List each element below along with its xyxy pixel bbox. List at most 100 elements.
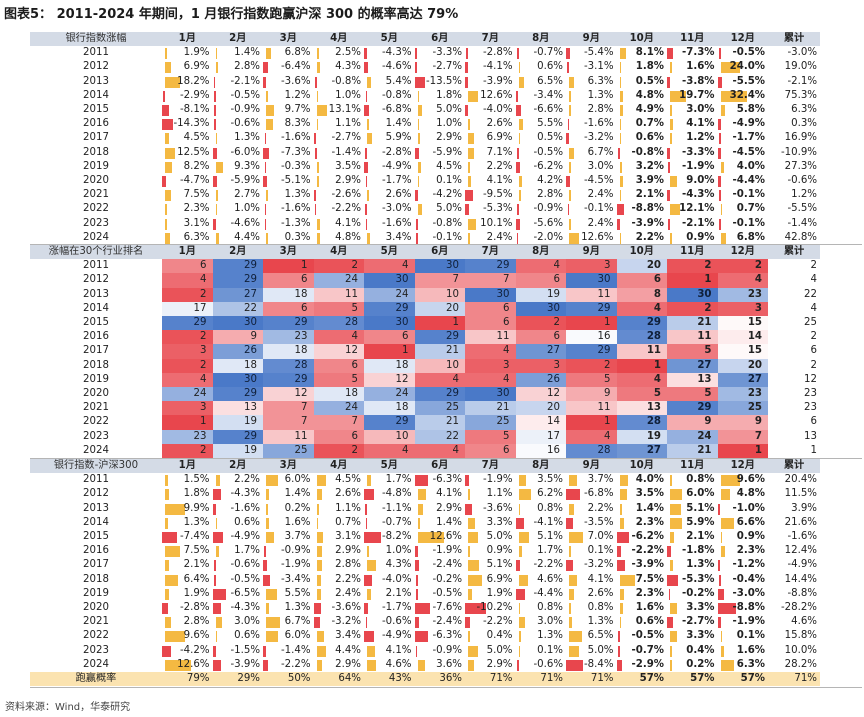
value-cell: 3.3% [667,601,718,615]
value-bar [263,574,271,586]
value-bar [670,560,673,572]
value-text: -2.8% [179,602,210,613]
cumulative-header: 累计 [768,459,820,474]
value-bar [569,546,571,558]
value-text: -2.7% [331,132,361,144]
value-cell: 0.9% [465,544,516,558]
value-bar [569,190,571,202]
value-cell: 2.9% [314,658,365,672]
value-text: 4.0% [635,474,664,486]
value-cell: 0.9% [718,530,769,544]
value-text: -5.4% [583,47,614,59]
value-cell: -13.5% [414,75,466,89]
value-bar [367,645,376,657]
value-text: 0.6% [537,61,563,73]
value-text: -7.3% [280,146,311,158]
value-cell: -10.2% [465,601,516,615]
value-bar [518,645,520,657]
value-bar [414,48,418,60]
value-cell: 0.8% [516,601,567,615]
value-bar [619,176,623,187]
value-text: -1.6% [280,203,311,215]
value-bar [720,546,726,558]
value-bar [264,218,266,230]
month-header: 11月 [667,245,718,260]
value-text: 2.3% [736,545,765,557]
value-cell: -0.6% [213,117,264,131]
value-cell: 5.5% [516,117,567,131]
value-bar [417,489,426,501]
value-bar [468,574,483,586]
value-cell: 12.1% [667,202,718,216]
year-label: 2016 [83,545,109,557]
value-text: 2.5% [335,47,361,59]
value-text: 3.5% [335,160,361,172]
value-text: -4.6% [230,217,260,229]
value-cell: -2.8% [162,601,213,615]
value-text: -3.1% [583,61,614,73]
rank-cell: 27 [212,287,263,302]
value-text: 6.3% [587,75,614,87]
value-cell: 2.4% [465,231,516,245]
value-cell: 2.8% [162,615,213,629]
value-bar [468,489,471,501]
value-text: -4.0% [482,104,513,115]
value-text: -5.5% [732,75,765,87]
value-cell: 2.2% [314,573,365,587]
value-text: -5.3% [682,573,715,585]
value-cell: 0.7% [617,117,668,131]
rank-cell: 5 [667,387,718,402]
value-bar [720,517,735,529]
value-text: -8.1% [179,104,210,115]
value-cell: -1.7% [718,131,769,145]
value-bar [215,133,217,145]
value-cell: -0.4% [718,573,769,587]
cumulative-value: 21.6% [784,516,817,528]
value-cell: 12.5% [162,146,213,160]
rank-cell: 29 [212,387,263,402]
value-cell: 6.5% [516,75,567,89]
value-text: -3.3% [682,146,715,158]
value-text: -4.6% [381,61,412,73]
value-cell: -1.5% [212,644,264,658]
value-cell: 1.9% [162,46,213,60]
value-bar [468,232,470,244]
value-text: 3.1% [183,217,210,229]
value-bar [569,532,584,543]
value-text: 1.4% [284,488,311,500]
value-cell: -2.8% [465,46,516,60]
value-text: 0.7% [335,516,361,528]
figure-title: 图表5： 2011-2024 年期间，1 月银行指数跑赢沪深 300 的概率高达… [4,7,459,22]
value-text: -1.4% [331,146,361,158]
value-text: 2.6% [587,587,614,599]
value-cell: 4.9% [617,103,668,117]
cumulative-rank: 4 [810,302,817,314]
rank-cell: 2 [515,316,566,331]
value-text: -1.0% [732,502,765,514]
value-cell: 0.1% [566,544,617,558]
value-text: -0.6% [533,658,563,670]
cumulative-rank: 1 [810,444,817,456]
value-cell: -4.3% [212,601,264,615]
value-cell: 4.6% [516,573,567,587]
value-bar [415,645,418,657]
rank-cell: 11 [313,287,364,302]
value-cell: 4.8% [718,487,769,501]
value-cell: 6.4% [162,573,213,587]
value-bar [720,161,724,173]
rank-cell: 14 [515,415,566,430]
value-text: 7.5% [183,189,210,201]
cumulative-value: -1.4% [787,217,817,229]
cumulative-value: -3.0% [787,47,817,59]
value-text: -7.6% [432,602,462,613]
value-bar [215,204,217,216]
value-text: 6.9% [486,573,513,585]
value-cell: 1.2% [263,89,314,103]
value-cell: -0.2% [667,587,718,601]
month-header: 12月 [717,245,768,260]
value-cell: 5.1% [465,558,516,572]
rank-cell: 5 [616,387,667,402]
month-header: 8月 [515,32,566,47]
value-text: 4.1% [587,573,614,585]
value-cell: 3.1% [162,217,213,231]
